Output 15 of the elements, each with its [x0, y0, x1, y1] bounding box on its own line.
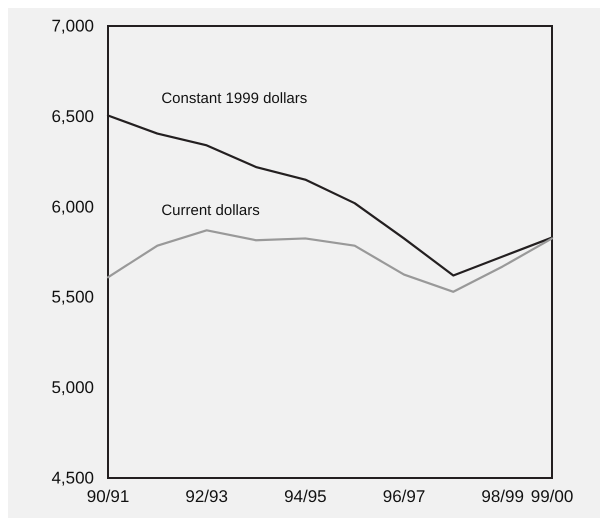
x-tick-label: 94/95 — [284, 487, 327, 506]
x-tick-label: 90/91 — [86, 487, 130, 506]
y-tick-label: 7,000 — [51, 16, 94, 36]
y-tick-label: 6,000 — [51, 197, 94, 216]
y-tick-label: 5,000 — [51, 378, 94, 398]
series-label: Current dollars — [161, 202, 260, 220]
x-tick-label: 92/93 — [185, 487, 228, 506]
line-series — [106, 229, 554, 293]
series-label: Constant 1999 dollars — [161, 90, 308, 108]
y-tick-label: 5,500 — [51, 288, 94, 307]
x-tick-label: 99/00 — [530, 487, 574, 506]
x-tick-label: 98/99 — [481, 487, 524, 506]
y-tick-label: 6,500 — [51, 106, 94, 126]
x-tick-label: 96/97 — [382, 487, 426, 506]
y-tick-label: 4,500 — [51, 468, 94, 488]
